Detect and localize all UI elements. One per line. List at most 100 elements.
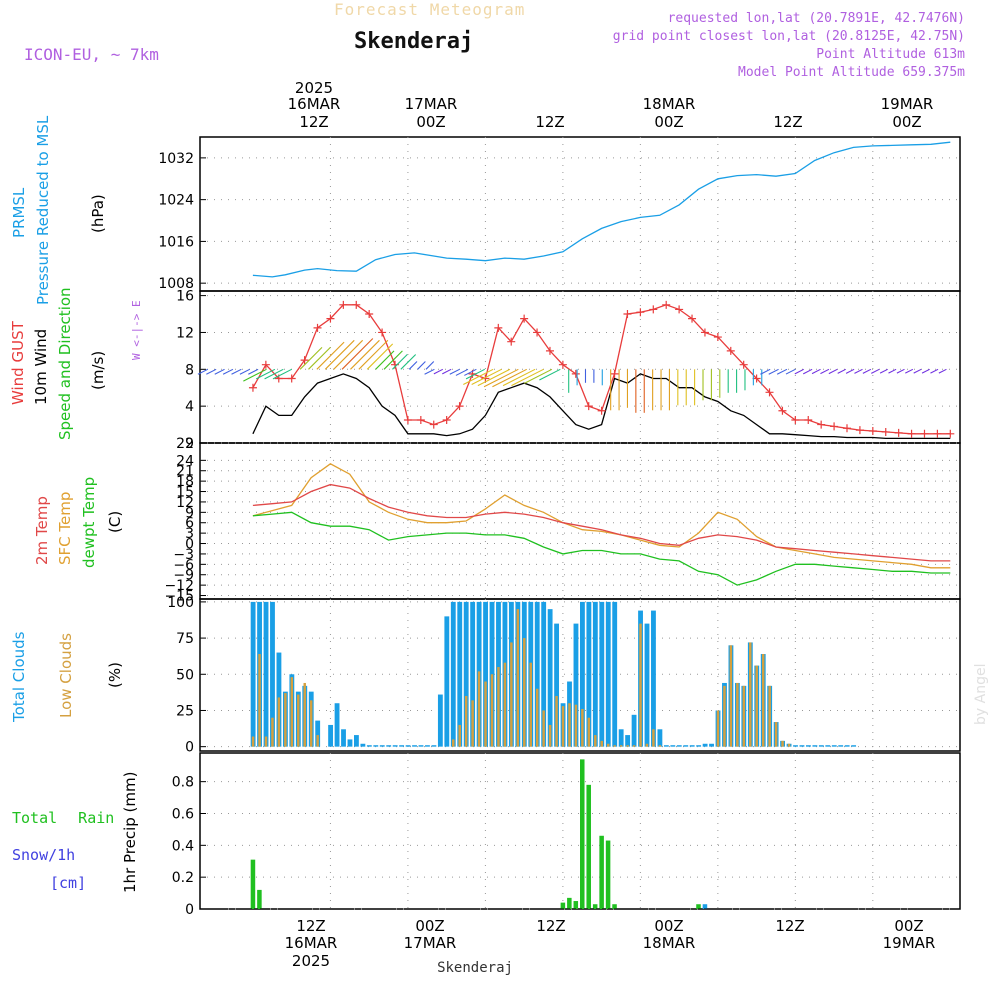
bottom-axis-label3: 2025 <box>292 952 330 970</box>
temp-sfc-label: SFC Temp <box>56 492 74 565</box>
wind-direction-arrow <box>760 368 771 375</box>
total-cloud-bar <box>625 735 631 747</box>
cloud-units: (%) <box>106 662 124 688</box>
wind-direction-arrow <box>400 354 417 370</box>
total-cloud-bar <box>547 609 553 747</box>
wind-direction-arrow <box>214 368 225 375</box>
low-cloud-bar <box>516 609 520 747</box>
precip-bar <box>612 904 617 909</box>
watermark: by Angel <box>973 664 989 725</box>
wind-gust-point <box>442 415 451 424</box>
total-cloud-bar <box>592 601 598 747</box>
clouds-ytick-label: 0 <box>185 740 194 756</box>
total-cloud-bar <box>541 601 547 747</box>
wind-frame <box>199 290 961 444</box>
footer-location: Skenderaj <box>437 960 513 976</box>
total-cloud-bar <box>838 745 844 747</box>
wind-ytick-label: 12 <box>176 325 194 341</box>
wind-gust-point <box>907 429 916 438</box>
wind-direction-arrow <box>222 368 234 375</box>
low-cloud-bar <box>716 710 720 747</box>
pressure-label-desc: Pressure Reduced to MSL <box>34 115 52 305</box>
wind-direction-arrow <box>366 343 394 370</box>
location-title: Skenderaj <box>354 29 473 54</box>
wind-direction-arrow <box>308 346 331 370</box>
wind-direction-arrow <box>483 368 519 388</box>
total-cloud-bar <box>805 745 811 747</box>
pressure-ytick-label: 1032 <box>158 151 194 167</box>
temp-dewpt-label: dewpt Temp <box>80 477 98 568</box>
wind-direction-arrow <box>392 354 408 370</box>
wind-direction-arrow <box>785 368 796 375</box>
wind-gust-point <box>817 420 826 429</box>
low-cloud-bar <box>458 724 461 747</box>
temperature-ytick-label: 3 <box>185 526 194 542</box>
wind-gust-point <box>713 333 722 342</box>
total-cloud-bar <box>373 745 379 747</box>
wind-direction-arrow <box>464 368 477 376</box>
wind-gust-point <box>326 314 335 323</box>
wind-gust-point <box>700 328 709 337</box>
precip-units: 1hr Precip (mm) <box>121 772 139 893</box>
pressure-units: (hPa) <box>89 194 107 233</box>
wind-gust-point <box>545 346 554 355</box>
wind-direction-arrow <box>417 361 426 370</box>
rain-label: Total Rain <box>12 809 114 827</box>
total-cloud-bar <box>657 729 663 747</box>
top-axis-label2: 19MAR <box>881 95 934 113</box>
low-cloud-bar <box>723 685 726 747</box>
wind-direction-arrow <box>316 341 345 370</box>
total-cloud-bar <box>631 714 637 747</box>
wind-gust-point <box>894 428 903 437</box>
wind-gust-point <box>300 356 309 365</box>
wind-direction-arrow <box>272 368 292 380</box>
wind-gust-point <box>455 402 464 411</box>
wind-direction-arrow <box>539 368 561 381</box>
dewpt-line <box>252 511 951 586</box>
wind-gust-point <box>494 323 503 332</box>
precip-bar <box>586 784 591 909</box>
wind-compass: W <-|-> E <box>130 300 143 360</box>
pressure-panel: 1008 1016 1024 1032 <box>158 136 961 292</box>
wind-direction-arrow <box>455 368 469 376</box>
low-cloud-bar <box>626 745 629 747</box>
total-cloud-bar <box>360 743 366 747</box>
temperature-ytick-label: 0 <box>185 537 194 553</box>
wind-direction-arrow <box>375 350 395 370</box>
top-axis-label3: 00Z <box>654 113 683 131</box>
point-altitude: Point Altitude 613m <box>816 47 965 62</box>
bottom-axis-label1: 12Z <box>536 917 565 935</box>
wind-direction-arrow <box>425 361 435 370</box>
precip-bar <box>702 904 708 909</box>
pressure-line <box>252 141 951 278</box>
gridpoint-coords: grid point closest lon,lat (20.8125E, 42… <box>613 29 965 44</box>
total-cloud-bar <box>263 601 269 747</box>
wind-gust-label: Wind GUST <box>9 320 27 405</box>
wind-gust-point <box>855 426 864 435</box>
total-cloud-bar <box>618 729 624 747</box>
low-cloud-bar <box>464 695 468 747</box>
wind-direction-arrow <box>442 368 452 375</box>
clouds-ytick-label: 75 <box>176 631 194 647</box>
total-cloud-bar <box>573 623 579 747</box>
low-cloud-bar <box>535 688 539 747</box>
total-cloud-bar <box>683 745 689 747</box>
low-cloud-bar <box>768 685 771 747</box>
low-cloud-bar <box>271 717 274 747</box>
wind-ytick-label: 16 <box>176 289 194 305</box>
wind-ytick-label: 4 <box>185 399 194 415</box>
wind-direction-arrow <box>794 368 804 375</box>
top-axis-label2: 16MAR <box>288 95 341 113</box>
wind-gust-point <box>791 415 800 424</box>
low-cloud-bar <box>568 703 571 747</box>
wind-dir-label: Speed and Direction <box>56 287 74 440</box>
total-cloud-bar <box>354 735 359 747</box>
wind-panel-labels: Wind GUST 10m Wind Speed and Direction (… <box>9 287 143 440</box>
top-axis-label3: 12Z <box>773 113 802 131</box>
wind-direction-arrow <box>264 368 284 380</box>
total-cloud-bar <box>328 724 334 747</box>
wind-direction-arrow <box>492 368 527 388</box>
precip-bar <box>605 840 611 909</box>
total-cloud-bar <box>386 745 392 747</box>
